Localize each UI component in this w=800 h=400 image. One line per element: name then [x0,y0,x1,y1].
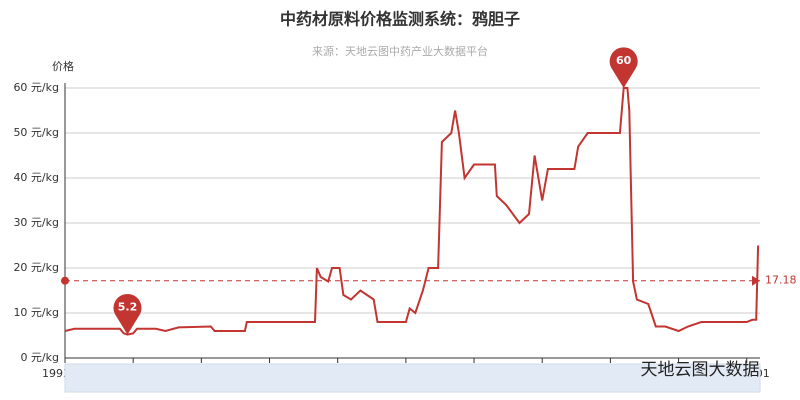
mark-pin [609,47,638,88]
mean-start [61,276,69,285]
y-tick-label: 40 元/kg [13,171,59,184]
y-tick-label: 50 元/kg [13,126,59,139]
mark-pin [113,293,142,335]
price-line [64,87,760,336]
chart-title: 中药材原料价格监测系统：鸦胆子 [280,10,520,29]
mark-label: 60 [616,54,632,67]
y-tick-label: 20 元/kg [13,261,59,274]
zoom-window[interactable] [65,364,760,392]
mark-label: 5.2 [118,301,138,314]
chart-subtitle: 来源：天地云图中药产业大数据平台 [312,44,488,58]
y-tick-label: 60 元/kg [13,81,59,94]
y-tick-label: 0 元/kg [20,351,59,364]
watermark: 天地云图大数据 [641,360,760,380]
y-tick-label: 30 元/kg [13,216,59,229]
mean-label: 17.18 [765,274,797,287]
y-tick-label: 10 元/kg [13,306,59,319]
mean-arrow [752,275,760,286]
y-axis-label: 价格 [52,59,74,73]
